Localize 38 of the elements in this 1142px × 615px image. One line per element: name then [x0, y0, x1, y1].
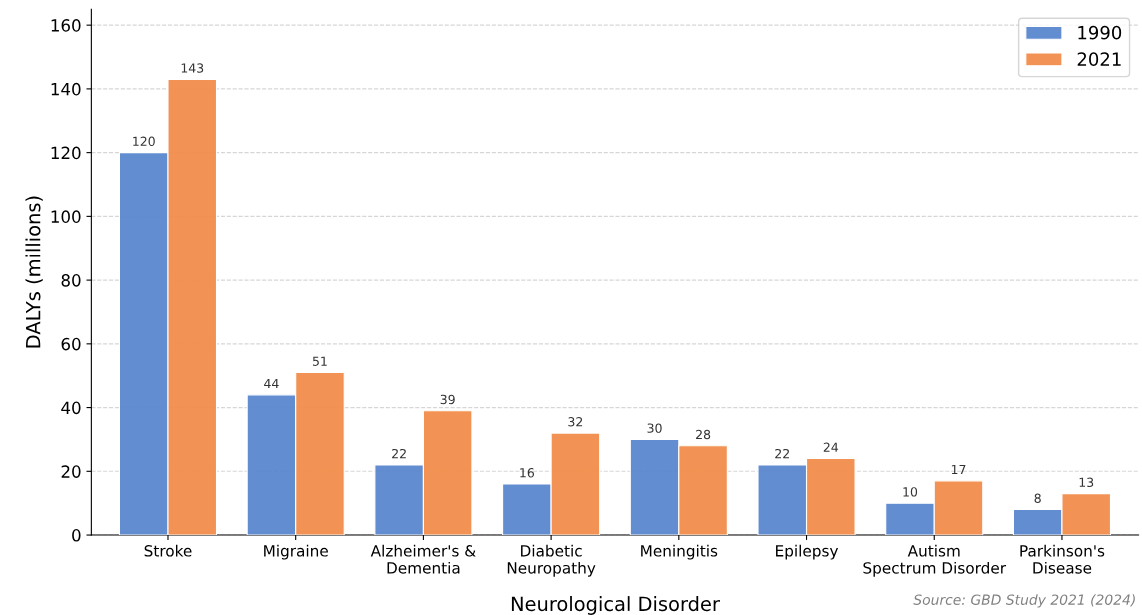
data-label: 39: [440, 394, 455, 405]
y-tick-label: 140: [51, 82, 81, 96]
data-label: 17: [951, 464, 966, 475]
legend-label: 2021: [1077, 52, 1121, 66]
data-label: 10: [903, 487, 918, 497]
data-label: 16: [520, 468, 535, 478]
data-label: 24: [823, 442, 839, 452]
data-label: 143: [181, 63, 204, 73]
x-tick-label: Parkinson's Disease: [1020, 544, 1105, 574]
y-tick-label: 40: [61, 401, 81, 415]
y-tick-label: 100: [51, 210, 81, 223]
data-label: 51: [312, 356, 327, 366]
data-label: 13: [1079, 477, 1094, 488]
y-tick-label: 120: [51, 146, 81, 160]
x-tick-label: Diabetic Neuropathy: [507, 544, 596, 577]
source-note: Source: GBD Study 2021 (2024): [913, 594, 1135, 608]
y-tick-label: 0: [72, 529, 81, 542]
data-label: 22: [775, 448, 789, 459]
y-tick-label: 60: [61, 337, 81, 351]
x-tick-label: Stroke: [144, 544, 192, 557]
data-label: 44: [264, 378, 279, 389]
data-label: 8: [1034, 493, 1041, 503]
x-tick-label: Epilepsy: [776, 544, 839, 560]
data-label: 22: [392, 448, 406, 459]
y-tick-label: 80: [61, 274, 81, 287]
x-tick-label: Migraine: [264, 544, 328, 560]
y-tick-label: 20: [61, 465, 81, 478]
data-label: 32: [568, 417, 583, 427]
data-label: 28: [696, 429, 711, 440]
x-axis-title: Neurological Disorder: [511, 596, 720, 615]
x-tick-label: Meningitis: [641, 544, 718, 560]
x-tick-label: Autism Spectrum Disorder: [863, 544, 1007, 577]
y-tick-label: 160: [51, 19, 81, 32]
y-axis-title: DALYs (millions): [25, 196, 43, 348]
legend-label: 1990: [1078, 25, 1122, 40]
data-label: 120: [133, 136, 155, 147]
data-label: 30: [647, 423, 662, 433]
x-tick-label: Alzheimer's & Dementia: [370, 544, 476, 574]
